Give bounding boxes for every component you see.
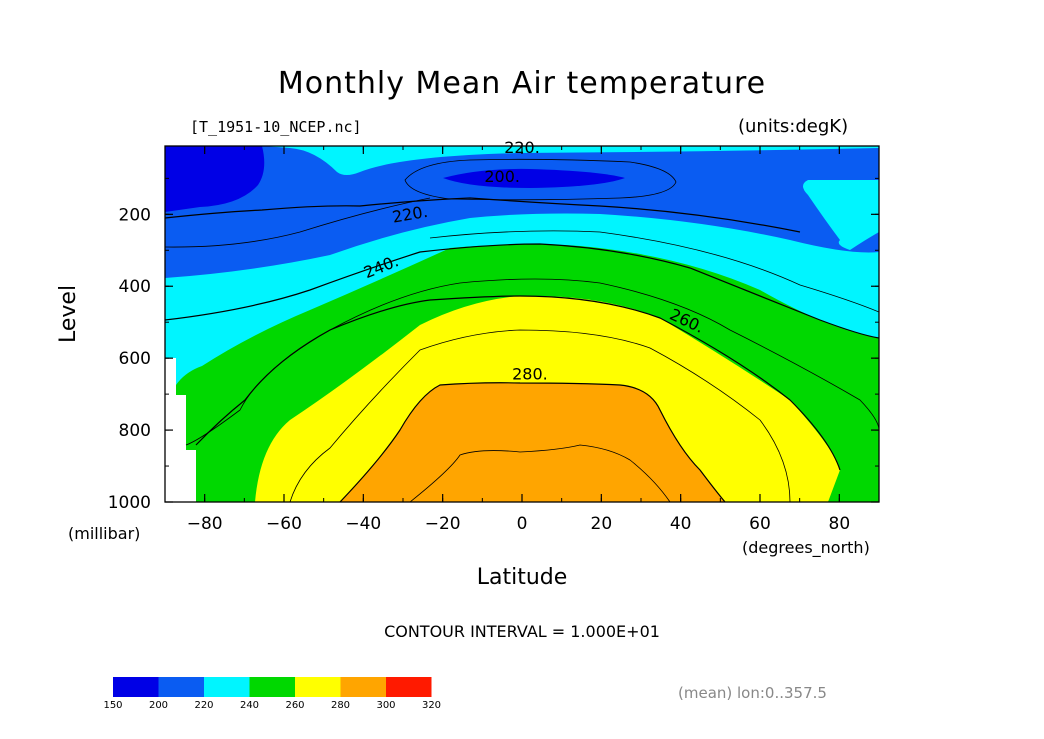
y-axis-ticks: 200 400 600 800 1000 xyxy=(108,177,879,513)
colorbar: 150 200 220 240 260 280 300 320 xyxy=(103,677,441,711)
fill-150-200-polar xyxy=(165,146,265,212)
contour-210 xyxy=(404,158,677,201)
blank-region xyxy=(165,358,196,502)
x-axis-ticks: −80 −60 −40 −20 0 20 40 60 80 xyxy=(164,146,880,534)
colorbar-swatch xyxy=(113,677,159,697)
colorbar-tick-label: 200 xyxy=(149,700,168,711)
fill-220-240-right xyxy=(803,180,879,250)
contour-270 xyxy=(289,329,791,502)
fill-150-200-tropical xyxy=(443,168,625,188)
colorbar-tick-label: 320 xyxy=(422,700,441,711)
colorbar-tick-label: 300 xyxy=(376,700,395,711)
fill-220-240-top xyxy=(262,146,879,175)
x-tick-label: −40 xyxy=(345,514,381,534)
colorbar-swatch xyxy=(386,677,432,697)
chart-title: Monthly Mean Air temperature xyxy=(277,66,767,101)
y-tick-label: 800 xyxy=(119,421,151,441)
colorbar-tick-label: 150 xyxy=(103,700,122,711)
contour-lines xyxy=(165,158,879,502)
y-tick-label: 600 xyxy=(119,349,151,369)
mean-note: (mean) lon:0..357.5 xyxy=(678,684,827,702)
colorbar-tick-label: 220 xyxy=(194,700,213,711)
contour-220 xyxy=(165,197,801,233)
x-tick-label: −60 xyxy=(266,514,302,534)
colorbar-tick-label: 240 xyxy=(240,700,259,711)
file-label: [T_1951-10_NCEP.nc] xyxy=(190,118,362,136)
y-axis-unit: (millibar) xyxy=(68,524,141,543)
y-tick-label: 1000 xyxy=(108,493,151,513)
units-label: (units:degK) xyxy=(738,116,849,137)
x-tick-label: 60 xyxy=(749,514,771,534)
y-tick-label: 200 xyxy=(119,205,151,225)
x-tick-label: −80 xyxy=(187,514,223,534)
contour-fills xyxy=(165,146,879,502)
colorbar-swatch xyxy=(204,677,250,697)
colorbar-tick-label: 260 xyxy=(285,700,304,711)
contour-label: 200. xyxy=(484,167,520,186)
x-tick-label: 80 xyxy=(829,514,851,534)
contour-interval-note: CONTOUR INTERVAL = 1.000E+01 xyxy=(384,622,660,641)
contour-280 xyxy=(339,382,726,502)
colorbar-swatch xyxy=(249,677,295,697)
x-tick-label: 40 xyxy=(670,514,692,534)
contour-260 xyxy=(195,295,841,471)
x-tick-label: 0 xyxy=(517,514,528,534)
fill-280-300 xyxy=(340,382,725,502)
colorbar-swatch xyxy=(158,677,204,697)
contour-230 xyxy=(165,197,431,248)
colorbar-swatch xyxy=(295,677,341,697)
contour-240 xyxy=(165,243,879,339)
x-tick-label: 20 xyxy=(591,514,613,534)
x-tick-label: −20 xyxy=(425,514,461,534)
contour-290 xyxy=(409,444,671,502)
contour-230-b xyxy=(429,230,879,313)
y-tick-label: 400 xyxy=(119,277,151,297)
colorbar-swatch xyxy=(340,677,386,697)
x-axis-label: Latitude xyxy=(476,565,568,590)
x-axis-unit: (degrees_north) xyxy=(742,538,870,557)
contour-label: 280. xyxy=(512,365,548,384)
colorbar-tick-label: 280 xyxy=(331,700,350,711)
